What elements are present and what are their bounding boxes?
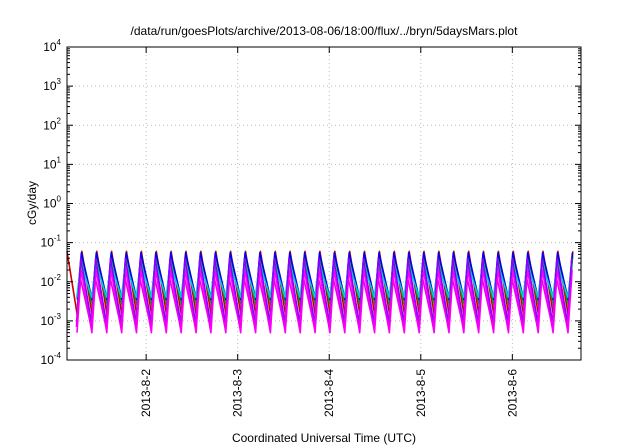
y-tick-label: 10-2: [41, 273, 62, 289]
x-tick-label: 2013-8-6: [505, 369, 519, 417]
x-axis-label: Coordinated Universal Time (UTC): [232, 431, 416, 445]
grid: [67, 47, 581, 360]
y-tick-label: 104: [43, 38, 61, 54]
x-tick-label: 2013-8-2: [139, 369, 153, 417]
y-tick-label: 101: [43, 155, 61, 171]
axis-ticks: 10-4 10-3 10-2 10-1 100 101 102 103 104 2013-8-2 2…: [41, 38, 581, 417]
y-tick-label: 10-4: [41, 351, 62, 367]
y-tick-label: 103: [43, 77, 61, 93]
x-tick-label: 2013-8-4: [322, 369, 336, 417]
y-axis-label: cGy/day: [25, 181, 39, 225]
y-tick-label: 10-1: [41, 234, 62, 250]
chart-title: /data/run/goesPlots/archive/2013-08-06/1…: [131, 24, 519, 38]
series-line: [75, 257, 573, 324]
y-tick-label: 100: [43, 195, 61, 211]
y-tick-label: 10-3: [41, 312, 62, 328]
x-tick-label: 2013-8-5: [414, 369, 428, 417]
y-tick-label: 102: [43, 116, 61, 132]
series-line: [75, 277, 573, 328]
series-group: [66, 250, 574, 334]
x-tick-label: 2013-8-3: [231, 369, 245, 417]
